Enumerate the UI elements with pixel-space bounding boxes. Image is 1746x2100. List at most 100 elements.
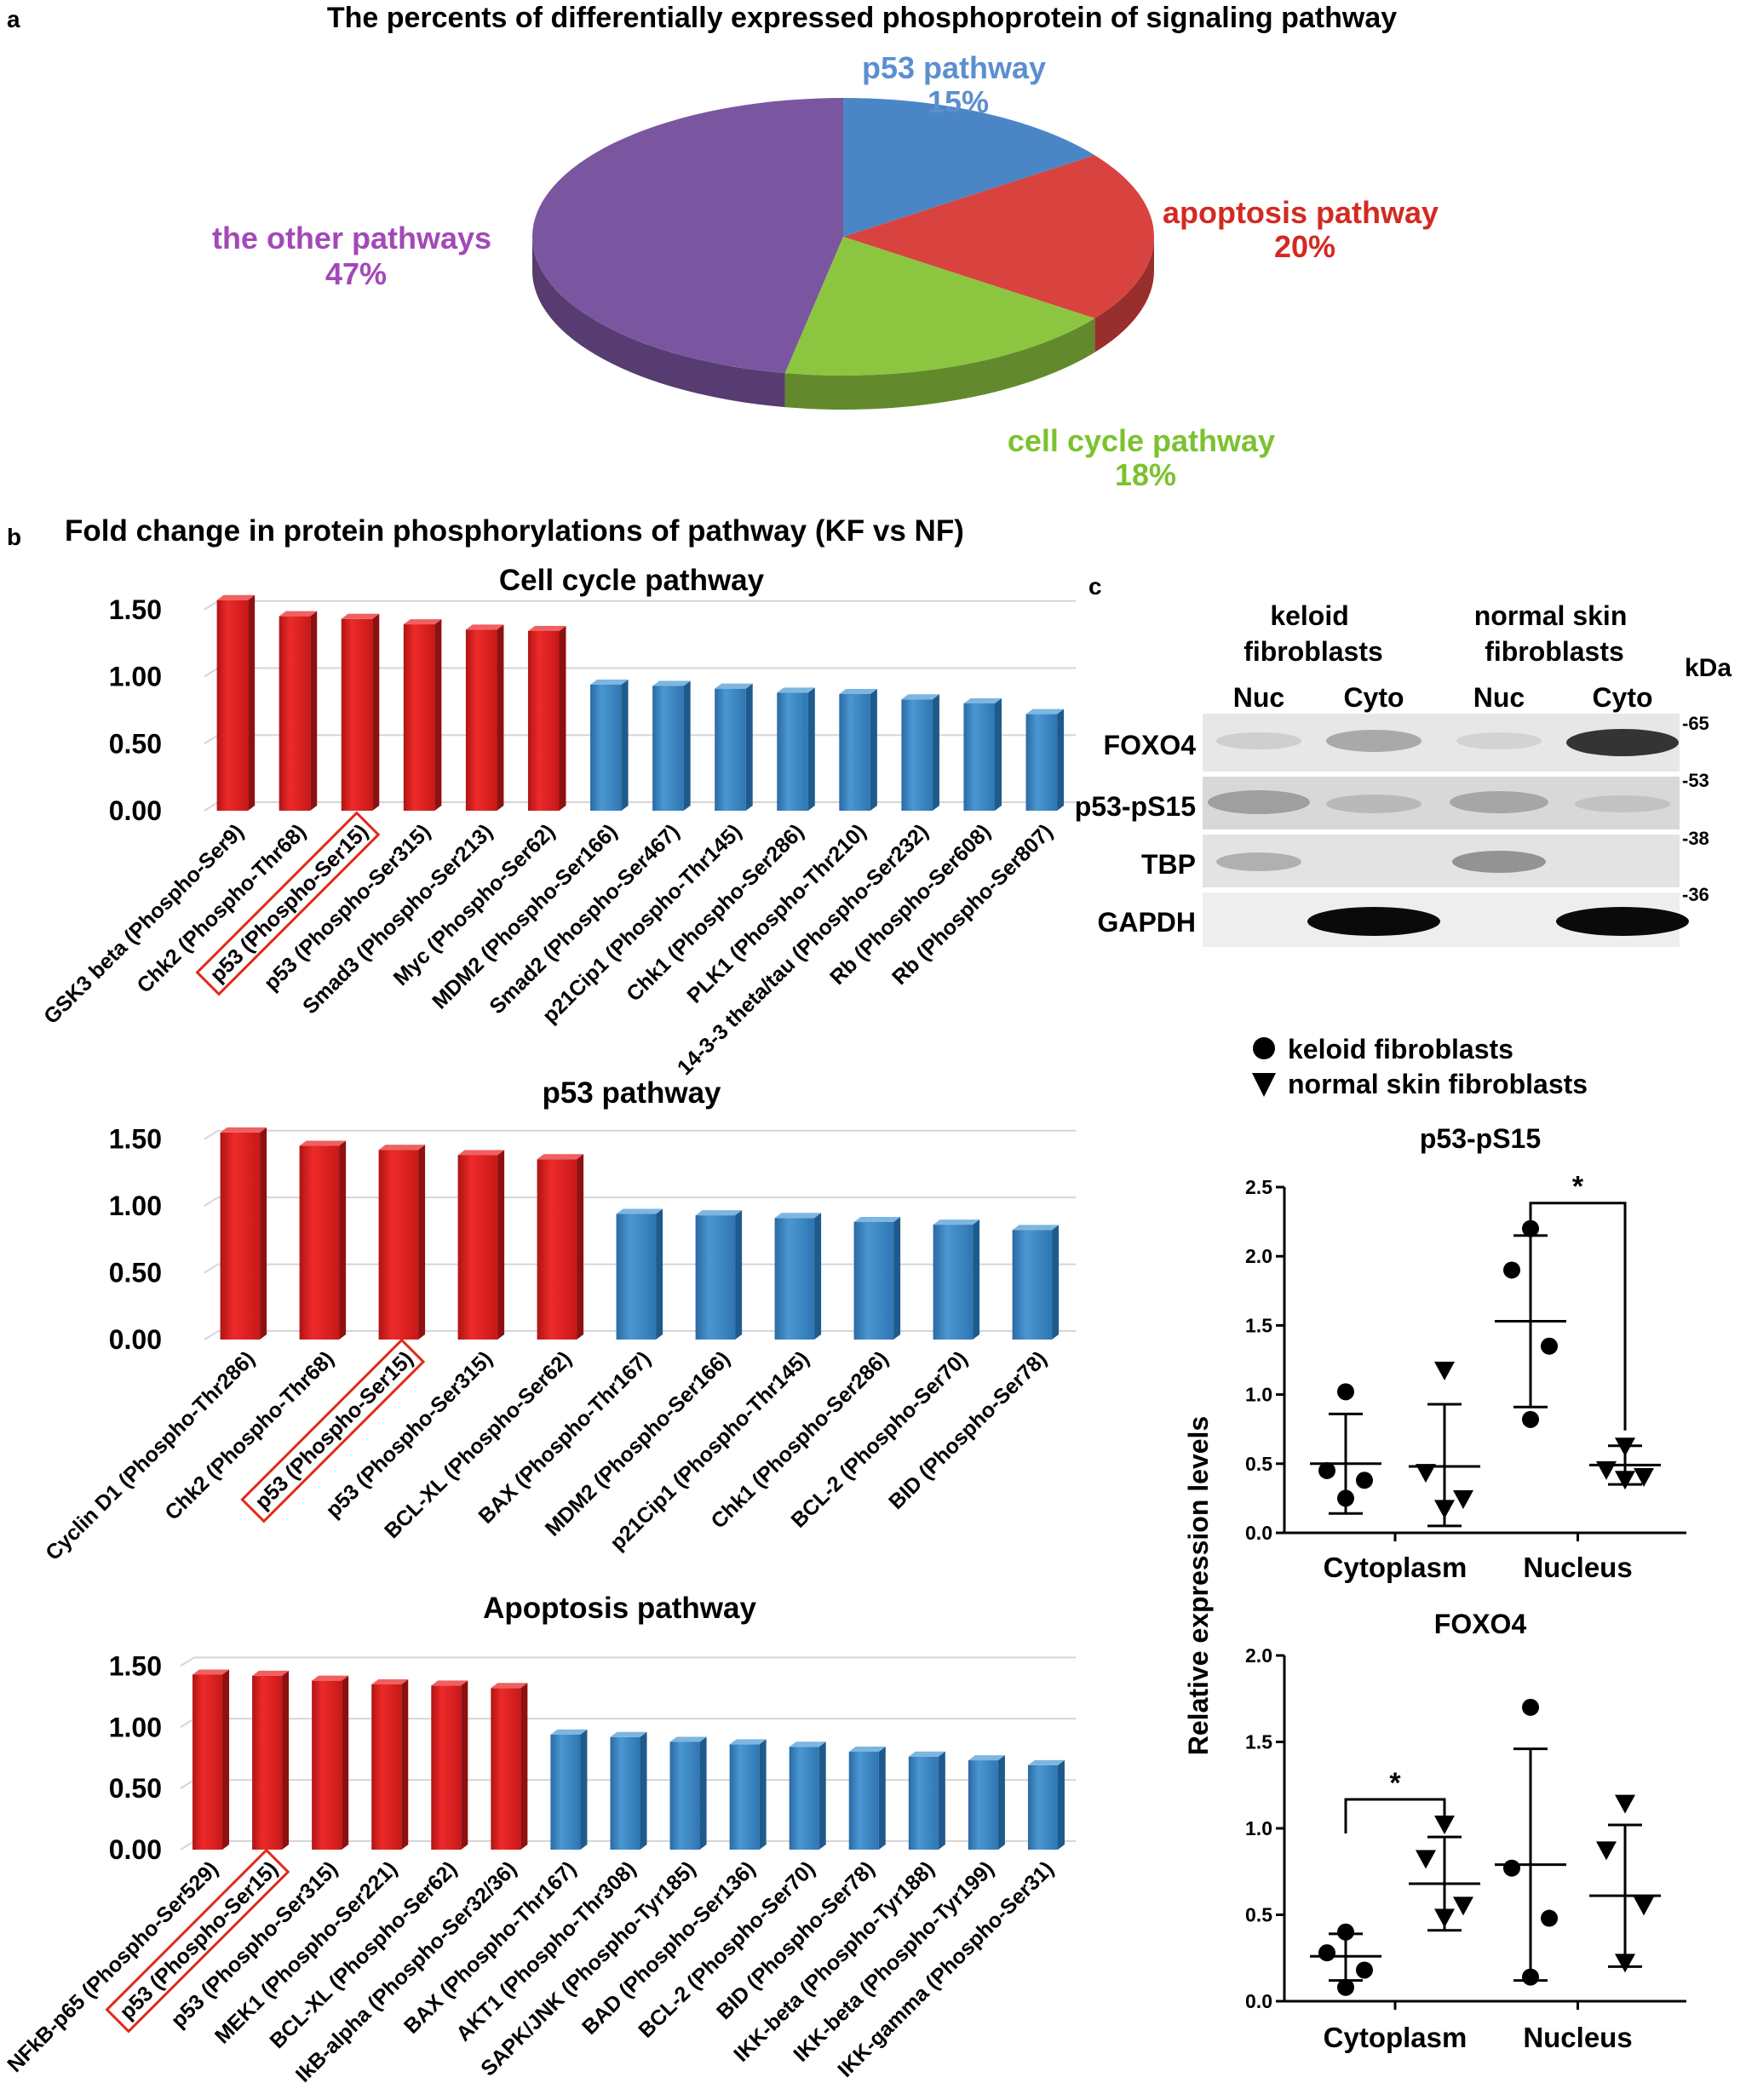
bar-p53-phospho-ser315-side — [434, 619, 442, 811]
bar-p53-phospho-ser315 — [457, 1155, 498, 1340]
band-p53-n-nuc — [1450, 791, 1548, 813]
data-point-circle — [1541, 1337, 1558, 1355]
bar-chk1-phospho-ser286 — [777, 692, 808, 811]
bar-bax-phospho-thr167-side — [580, 1729, 588, 1850]
y-tick-label: 0.00 — [109, 1324, 162, 1355]
data-point-triangle — [1634, 1468, 1654, 1488]
bar-p21cip1-phospho-thr145-side — [745, 683, 753, 811]
bar-chk2-phospho-thr68-top — [299, 1140, 347, 1146]
y-tick-label: 1.50 — [109, 1124, 162, 1155]
bar-plk1-phospho-thr210 — [839, 693, 870, 811]
bar-14-3-3-theta-tau-phospho-ser232-side — [932, 694, 939, 811]
bar-ikk-beta-phospho-tyr199 — [968, 1760, 998, 1850]
data-point-triangle — [1615, 1794, 1635, 1814]
bar-mek1-phospho-ser221-side — [401, 1678, 409, 1850]
y-tick-label: 1.00 — [109, 1191, 162, 1221]
scatter-p53: p53-pS15 0.0 0.5 1.0 1.5 2.0 2.5 Cytoplasm Nucle… — [1245, 1123, 1686, 1583]
marker-65: -65 — [1682, 713, 1709, 734]
band-foxo4-k-cyto — [1326, 730, 1421, 752]
band-foxo4-n-nuc — [1456, 732, 1542, 749]
bar-bad-phospho-ser136-side — [759, 1739, 767, 1850]
x-tick-label: p53 (Phospho-Ser15) — [250, 1346, 418, 1514]
legend-label-normal: normal skin fibroblasts — [1288, 1069, 1588, 1099]
legend-label-keloid: keloid fibroblasts — [1288, 1034, 1513, 1064]
panel-letter-c: c — [1088, 573, 1102, 600]
bar-rb-phospho-ser807-top — [1025, 709, 1065, 714]
data-point-triangle — [1434, 1500, 1455, 1519]
bar-mdm2-phospho-ser166-top — [590, 679, 629, 685]
band-p53-k-nuc — [1208, 790, 1310, 814]
bar-bid-phospho-ser78 — [1012, 1230, 1053, 1340]
bar-rb-phospho-ser807-side — [1057, 709, 1065, 811]
pie-label-other: the other pathways 47% — [212, 221, 500, 291]
bar-p53-phospho-ser15-side — [282, 1670, 290, 1850]
panel-b: b Fold change in protein phosphorylation… — [3, 514, 1076, 2087]
bar-p21cip1-phospho-thr145 — [715, 688, 746, 811]
bar-mdm2-phospho-ser166-side — [735, 1210, 743, 1340]
band-p53-n-cyto — [1575, 795, 1670, 812]
bar-rb-phospho-ser608 — [963, 703, 996, 811]
bar-bcl-xl-phospho-ser62-side — [577, 1154, 584, 1340]
gridline-depth — [204, 1263, 219, 1274]
pie-slice-the-other-pathways — [532, 98, 843, 374]
band-tbp-k-nuc — [1216, 852, 1301, 871]
pie-chart — [532, 98, 1155, 410]
panel-a: a The percents of differentially express… — [7, 2, 1439, 492]
x-tick-label: BID (Phospho-Ser78) — [884, 1346, 1052, 1514]
data-point-triangle — [1434, 1361, 1455, 1380]
band-p53-k-cyto — [1326, 795, 1421, 813]
bar-rb-phospho-ser608-top — [963, 698, 1002, 703]
legend-triangle-icon — [1252, 1073, 1276, 1097]
bar-chk1-phospho-ser286-top — [853, 1216, 901, 1222]
data-point-triangle — [1434, 1815, 1455, 1834]
bar-bax-phospho-thr167-side — [656, 1208, 663, 1340]
significance-star: * — [1389, 1767, 1401, 1799]
bar-p21cip1-phospho-thr145-top — [774, 1213, 822, 1219]
bar-p53-phospho-ser15-side — [372, 613, 380, 811]
bar-chk2-phospho-thr68-top — [279, 611, 318, 617]
blot-group-keloid: keloid fibroblasts — [1243, 600, 1383, 667]
y-tick-label: 1.5 — [1245, 1314, 1272, 1336]
marker-36: -36 — [1682, 884, 1709, 905]
data-point-triangle — [1615, 1954, 1635, 1973]
bar-cyclin-d1-phospho-thr286-side — [260, 1127, 267, 1340]
bar-chk2-phospho-thr68-side — [310, 611, 318, 811]
data-point-circle — [1337, 1489, 1354, 1507]
bar-p53-phospho-ser15-top — [252, 1670, 290, 1676]
bar-akt1-phospho-thr308 — [610, 1736, 640, 1850]
y-tick-label: 2.0 — [1245, 1245, 1272, 1267]
panel-b-heading: Fold change in protein phosphorylations … — [65, 514, 964, 548]
bar-p53-phospho-ser15 — [341, 618, 373, 811]
data-point-circle — [1337, 1383, 1354, 1401]
bar-p21cip1-phospho-thr145 — [774, 1218, 815, 1340]
bar-gsk3-beta-phospho-ser9-side — [248, 594, 256, 811]
data-point-triangle — [1615, 1471, 1635, 1490]
bar-myc-phospho-ser62 — [527, 630, 560, 811]
bar-bax-phospho-thr167 — [616, 1214, 657, 1340]
bar-chk2-phospho-thr68 — [299, 1145, 340, 1340]
blot-row-tbp: TBP — [1141, 849, 1196, 880]
bar-nfkb-p65-phospho-ser529-top — [192, 1669, 230, 1675]
bar-gsk3-beta-phospho-ser9-top — [216, 594, 256, 600]
gridline-depth — [180, 1656, 195, 1667]
gridline-depth — [204, 667, 219, 678]
bar-chart-apoptosis: Apoptosis pathway 0.00 0.50 1.00 1.50 NFkB-p6… — [3, 1592, 1076, 2087]
bar-bid-phospho-ser78-side — [1052, 1225, 1060, 1340]
bar-14-3-3-theta-tau-phospho-ser232 — [901, 699, 933, 811]
bar-gsk3-beta-phospho-ser9 — [216, 600, 249, 811]
x-tick-label: NFkB-p65 (Phospho-Ser529) — [3, 1856, 222, 2076]
bar-chk2-phospho-thr68-side — [339, 1140, 347, 1340]
data-point-circle — [1522, 1219, 1539, 1237]
bar-smad3-phospho-ser213-side — [497, 624, 504, 811]
legend-circle-icon — [1253, 1037, 1275, 1059]
bar-mek1-phospho-ser221-top — [371, 1678, 409, 1684]
bar-chart-title: Cell cycle pathway — [499, 564, 765, 597]
lane-label-2: Cyto — [1343, 682, 1404, 713]
scatter-title: p53-pS15 — [1420, 1123, 1541, 1154]
bar-smad3-phospho-ser213-top — [465, 624, 504, 630]
bar-p53-phospho-ser315-side — [342, 1675, 349, 1850]
bar-bcl-xl-phospho-ser62-top — [431, 1680, 468, 1686]
band-foxo4-k-nuc — [1216, 732, 1301, 749]
